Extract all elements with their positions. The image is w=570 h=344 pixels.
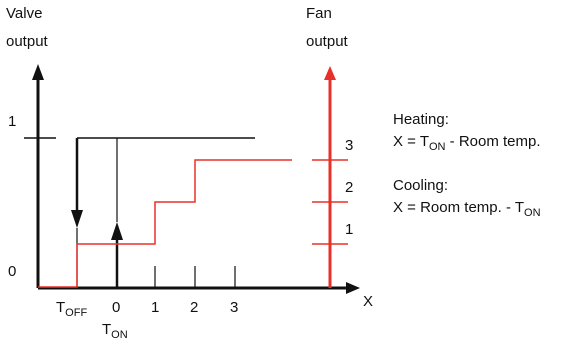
x-tick-zero-label: 0	[112, 299, 120, 316]
valve-toff-down-arrow	[71, 210, 83, 228]
x-tick-3-label: 3	[230, 299, 238, 316]
cooling-title: Cooling:	[393, 177, 448, 194]
valve-ton-up-arrow	[111, 222, 123, 240]
fan-output-staircase	[38, 159, 292, 288]
fan-level-3-label: 3	[345, 137, 353, 154]
x-tick-2-label: 2	[190, 299, 198, 316]
fan-axis-title-line2: output	[306, 33, 349, 50]
heating-equation: X = TON - Room temp.	[393, 133, 541, 153]
valve-axis-title-line2: output	[6, 33, 49, 50]
fan-level-1-label: 1	[345, 221, 353, 238]
cooling-equation: X = Room temp. - TON	[393, 199, 541, 219]
fan-axis-arrowhead	[324, 66, 336, 80]
x-tick-1-label: 1	[151, 299, 159, 316]
x-axis-arrowhead	[346, 282, 360, 294]
valve-axis-title-line1: Valve	[6, 5, 42, 22]
valve-tick-1-label: 1	[8, 113, 16, 130]
fan-level-2-label: 2	[345, 179, 353, 196]
t-on-label: TON	[102, 321, 128, 341]
fan-axis-title-line1: Fan	[306, 5, 332, 22]
heating-title: Heating:	[393, 111, 449, 128]
t-off-label: TOFF	[56, 299, 87, 319]
valve-axis-arrowhead	[32, 64, 44, 80]
x-axis-label: X	[363, 293, 373, 310]
valve-tick-0-label: 0	[8, 263, 16, 280]
